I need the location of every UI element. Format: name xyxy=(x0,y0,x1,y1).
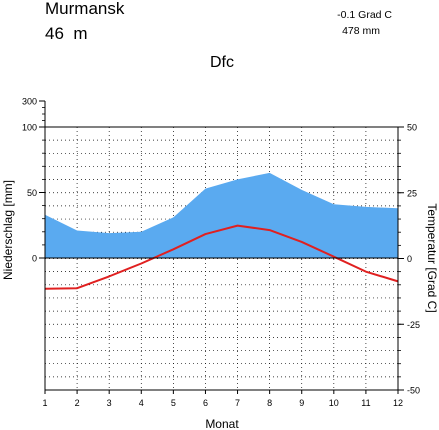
x-tick-label: 1 xyxy=(42,398,47,408)
x-tick-label: 10 xyxy=(329,398,339,408)
precipitation-area-layer xyxy=(45,172,398,258)
station-name: Murmansk xyxy=(45,0,125,18)
x-tick-label: 8 xyxy=(267,398,272,408)
x-tick-label: 5 xyxy=(171,398,176,408)
x-tick-label: 9 xyxy=(299,398,304,408)
precipitation-area xyxy=(45,172,398,258)
mean-temperature: -0.1 Grad C xyxy=(337,9,392,21)
x-tick-label: 11 xyxy=(361,398,370,408)
x-tick-label: 6 xyxy=(203,398,208,408)
x-tick-label: 7 xyxy=(235,398,240,408)
x-axis-label: Monat xyxy=(205,417,239,430)
y-axis-left-label: Niederschlag [mm] xyxy=(1,180,15,280)
left-tick-label: 0 xyxy=(32,254,37,264)
temperature-line xyxy=(44,224,399,290)
left-tick-label: 50 xyxy=(27,188,37,198)
temperature-line-layer xyxy=(44,224,399,290)
x-tick-label: 4 xyxy=(139,398,144,408)
climate-class: Dfc xyxy=(210,54,234,71)
annual-precipitation: 478 mm xyxy=(342,25,380,37)
right-tick-label: 25 xyxy=(407,188,417,198)
x-tick-label: 12 xyxy=(393,398,403,408)
right-tick-label: 50 xyxy=(407,123,417,133)
right-tick-label: -50 xyxy=(407,386,420,396)
right-tick-label: -25 xyxy=(407,320,420,330)
right-tick-label: 0 xyxy=(407,254,412,264)
y-axis-right-label: Temperatur [Grad C] xyxy=(425,203,439,312)
left-tick-label: 100 xyxy=(22,123,37,133)
x-tick-label: 3 xyxy=(107,398,112,408)
x-tick-label: 2 xyxy=(75,398,80,408)
left-tick-label: 300 xyxy=(22,97,37,107)
station-elevation: 46 m xyxy=(45,24,88,43)
